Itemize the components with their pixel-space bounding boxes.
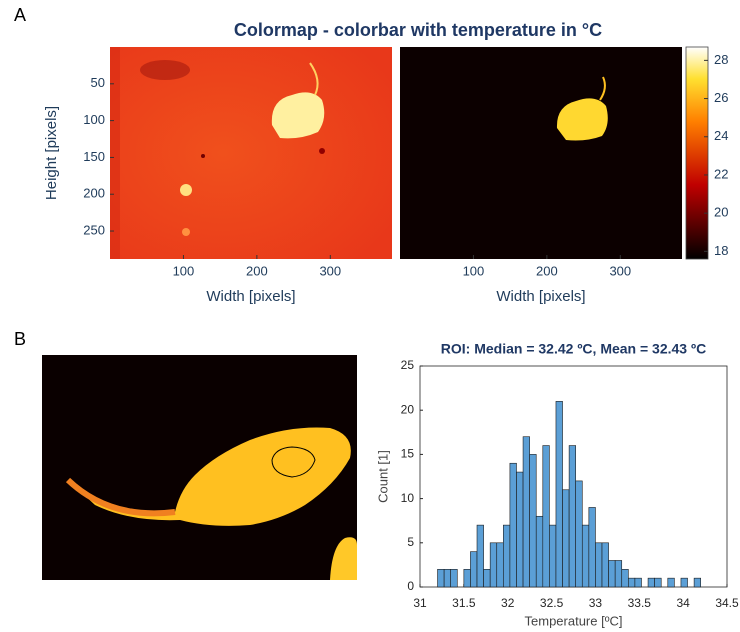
bar: [595, 543, 602, 587]
x-axis-label: Temperature [ºC]: [525, 613, 623, 628]
y-tick-label: 100: [83, 112, 105, 127]
bar: [549, 525, 556, 587]
colorbar-tick-label: 24: [714, 128, 728, 143]
x-tick-label: 200: [536, 263, 558, 278]
x-tick-label: 32: [501, 596, 515, 610]
y-tick-label: 0: [407, 579, 414, 593]
colorbar: [686, 47, 708, 259]
colorbar-tick-label: 26: [714, 90, 728, 105]
chart-title: ROI: Median = 32.42 ºC, Mean = 32.43 ºC: [441, 341, 706, 357]
thermal-image: [110, 47, 392, 259]
bar: [464, 569, 471, 587]
x-tick-label: 34: [676, 596, 690, 610]
x-tick-label: 100: [173, 263, 195, 278]
y-tick-label: 150: [83, 149, 105, 164]
colorbar-tick-label: 28: [714, 52, 728, 67]
y-tick-label: 200: [83, 186, 105, 201]
bar: [536, 516, 543, 587]
bar: [451, 569, 458, 587]
x-tick-label: 31: [413, 596, 427, 610]
y-axis-label: Height [pixels]: [43, 106, 60, 200]
colorbar-tick-label: 22: [714, 166, 728, 181]
bar: [477, 525, 484, 587]
colorbar-tick-label: 20: [714, 205, 728, 220]
mouse-image: [42, 355, 357, 580]
y-tick-label: 5: [407, 535, 414, 549]
bar: [490, 543, 497, 587]
bar: [523, 437, 530, 587]
bar: [694, 578, 701, 587]
bar: [516, 472, 523, 587]
y-tick-label: 15: [401, 447, 415, 461]
bar: [589, 507, 596, 587]
thresholded-image: [400, 47, 682, 259]
bar: [444, 569, 451, 587]
bar: [510, 463, 517, 587]
figure: A Colormap - colorbar with temperature i…: [0, 0, 740, 632]
bar: [582, 525, 589, 587]
bar: [635, 578, 642, 587]
bar: [497, 543, 504, 587]
x-tick-label: 33: [589, 596, 603, 610]
bar: [470, 552, 477, 587]
bar: [569, 446, 576, 587]
bar: [668, 578, 675, 587]
bar: [602, 543, 609, 587]
bar: [543, 446, 550, 587]
y-axis-label: Count [1]: [375, 450, 390, 503]
bar: [648, 578, 655, 587]
panel-label: A: [14, 5, 26, 25]
bar: [503, 525, 510, 587]
x-axis-label: Width [pixels]: [496, 288, 585, 305]
panel-label: B: [14, 329, 26, 349]
y-tick-label: 20: [401, 402, 415, 416]
y-tick-label: 50: [91, 75, 105, 90]
bar: [622, 569, 629, 587]
x-tick-label: 300: [319, 263, 341, 278]
colorbar-tick-label: 18: [714, 243, 728, 258]
x-tick-label: 31.5: [452, 596, 476, 610]
bar: [576, 481, 583, 587]
bar: [438, 569, 445, 587]
bar: [628, 578, 635, 587]
panel-title: Colormap - colorbar with temperature in …: [234, 20, 602, 40]
x-tick-label: 100: [463, 263, 485, 278]
bar: [563, 490, 570, 587]
bar: [615, 560, 622, 587]
bar: [556, 401, 563, 587]
x-tick-label: 32.5: [540, 596, 564, 610]
x-tick-label: 200: [246, 263, 268, 278]
x-tick-label: 300: [609, 263, 631, 278]
bar: [609, 560, 616, 587]
y-tick-label: 25: [401, 358, 415, 372]
bar: [655, 578, 662, 587]
y-tick-label: 250: [83, 222, 105, 237]
x-tick-label: 34.5: [715, 596, 739, 610]
bar: [681, 578, 688, 587]
x-axis-label: Width [pixels]: [206, 288, 295, 305]
x-tick-label: 33.5: [628, 596, 652, 610]
y-tick-label: 10: [401, 491, 415, 505]
bar: [530, 454, 537, 587]
bar: [484, 569, 491, 587]
